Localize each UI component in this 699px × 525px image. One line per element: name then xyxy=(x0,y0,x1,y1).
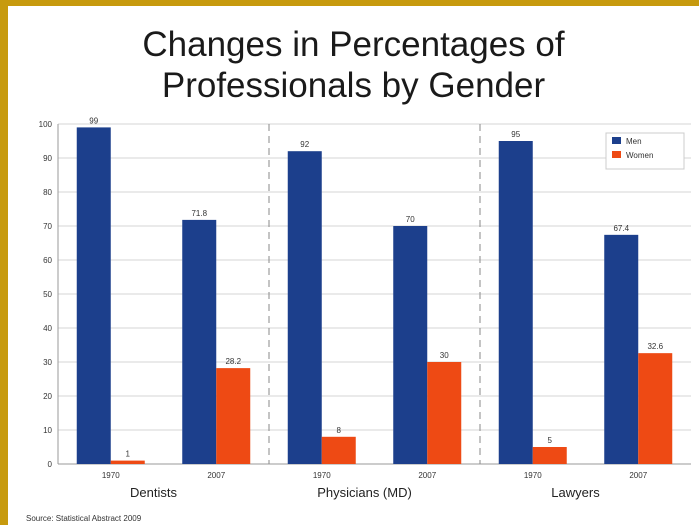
bar-women xyxy=(216,368,251,464)
data-label-men: 95 xyxy=(511,130,520,139)
x-tick-label: 1970 xyxy=(102,471,120,480)
bar-men xyxy=(182,219,217,464)
x-tick-label: 2007 xyxy=(629,471,647,480)
y-tick-label: 30 xyxy=(43,358,52,367)
y-tick-label: 70 xyxy=(43,222,52,231)
y-tick-label: 50 xyxy=(43,290,52,299)
x-tick-label: 2007 xyxy=(207,471,225,480)
bar-men xyxy=(498,141,533,464)
data-label-women: 5 xyxy=(548,436,553,445)
group-label: Lawyers xyxy=(551,485,600,500)
source-note: Source: Statistical Abstract 2009 xyxy=(26,514,142,523)
x-tick-label: 2007 xyxy=(418,471,436,480)
data-label-women: 8 xyxy=(337,426,342,435)
bar-women xyxy=(638,353,673,464)
y-tick-label: 100 xyxy=(39,120,53,129)
bar-women xyxy=(532,447,567,464)
title-line-2: Professionals by Gender xyxy=(161,66,546,105)
bar-women xyxy=(427,362,462,464)
y-tick-label: 80 xyxy=(43,188,52,197)
bar-men xyxy=(604,234,639,464)
bar-men xyxy=(287,151,322,464)
group-label: Physicians (MD) xyxy=(317,485,412,500)
data-label-women: 32.6 xyxy=(647,342,663,351)
y-tick-label: 20 xyxy=(43,392,52,401)
data-label-men: 71.8 xyxy=(191,209,207,218)
legend-swatch xyxy=(612,137,621,144)
x-tick-label: 1970 xyxy=(524,471,542,480)
bar-men xyxy=(76,127,111,465)
y-tick-label: 90 xyxy=(43,154,52,163)
bar-women xyxy=(321,436,356,464)
y-tick-label: 40 xyxy=(43,324,52,333)
data-label-men: 92 xyxy=(300,140,309,149)
data-label-women: 28.2 xyxy=(225,357,241,366)
group-label: Dentists xyxy=(130,485,177,500)
data-label-men: 70 xyxy=(406,215,415,224)
y-tick-label: 0 xyxy=(48,460,53,469)
bar-chart: 0 10 20 30 40 50 60 70 80 90 100 99 1 1970 71.8 28.2 200… xyxy=(39,116,691,500)
y-tick-label: 60 xyxy=(43,256,52,265)
bar-men xyxy=(393,226,428,464)
y-tick-label: 10 xyxy=(43,426,52,435)
chart-title: Changes in Percentages of Professionals … xyxy=(8,24,699,106)
legend-label: Men xyxy=(626,137,642,146)
data-label-men: 67.4 xyxy=(613,224,629,233)
title-line-1: Changes in Percentages of xyxy=(142,25,565,64)
slide: Changes in Percentages of Professionals … xyxy=(8,6,699,525)
data-label-men: 99 xyxy=(89,116,98,125)
legend-label: Women xyxy=(626,151,653,160)
bar-women xyxy=(110,460,145,464)
x-tick-label: 1970 xyxy=(313,471,331,480)
data-label-women: 30 xyxy=(440,351,449,360)
data-label-women: 1 xyxy=(126,450,131,459)
legend-swatch xyxy=(612,151,621,158)
